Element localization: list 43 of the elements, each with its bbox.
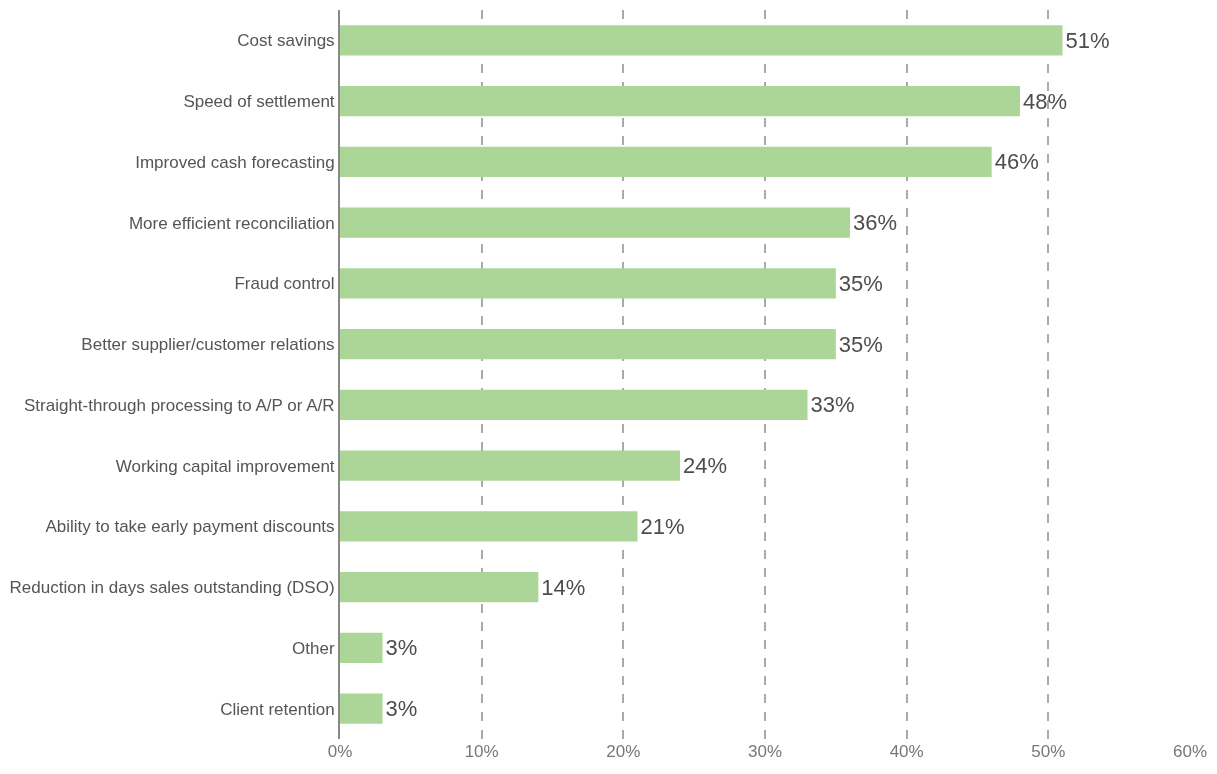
bar: [340, 389, 808, 421]
bar: [340, 693, 383, 724]
y-tick-label: Reduction in days sales outstanding (DSO): [9, 578, 335, 598]
data-label: 51%: [1065, 27, 1110, 53]
bar: [340, 146, 992, 178]
x-tick-label: 50%: [1031, 742, 1066, 761]
y-tick-label: Ability to take early payment discounts: [45, 517, 335, 537]
data-label: 14%: [541, 574, 586, 600]
bar: [340, 450, 680, 481]
y-tick-label: Straight-through processing to A/P or A/R: [24, 395, 335, 415]
bar: [340, 328, 836, 360]
data-label: 24%: [683, 453, 728, 479]
bar: [340, 632, 383, 664]
y-tick-label: Fraud control: [234, 274, 335, 294]
y-tick-label: Client retention: [220, 699, 335, 719]
data-label: 36%: [853, 210, 898, 236]
y-tick-label: Speed of settlement: [183, 92, 335, 112]
bar: [340, 268, 836, 299]
y-tick-label: Working capital improvement: [115, 456, 335, 476]
x-tick-label: 60%: [1172, 742, 1208, 761]
data-label: 3%: [385, 635, 418, 661]
data-label: 21%: [640, 513, 685, 539]
x-tick-label: 30%: [747, 742, 783, 761]
x-tick-label: 10%: [464, 742, 499, 761]
bar: [340, 571, 539, 603]
data-label: 48%: [1023, 88, 1068, 114]
x-tick-label: 20%: [606, 742, 641, 761]
data-label: 46%: [994, 149, 1039, 175]
bar: [340, 207, 850, 238]
bar: [340, 25, 1063, 56]
data-label: 33%: [810, 392, 855, 418]
x-tick-label: 0%: [327, 742, 353, 761]
y-tick-label: Other: [292, 638, 335, 658]
data-label: 3%: [385, 696, 418, 722]
y-tick-label: Improved cash forecasting: [135, 152, 335, 172]
bar: [340, 85, 1020, 117]
y-tick-label: Cost savings: [237, 31, 335, 51]
bar: [340, 511, 638, 542]
data-label: 35%: [838, 331, 883, 357]
data-label: 35%: [838, 270, 883, 296]
y-tick-label: Better supplier/customer relations: [81, 335, 335, 355]
y-tick-label: More efficient reconciliation: [128, 213, 335, 233]
x-tick-label: 40%: [889, 742, 924, 761]
